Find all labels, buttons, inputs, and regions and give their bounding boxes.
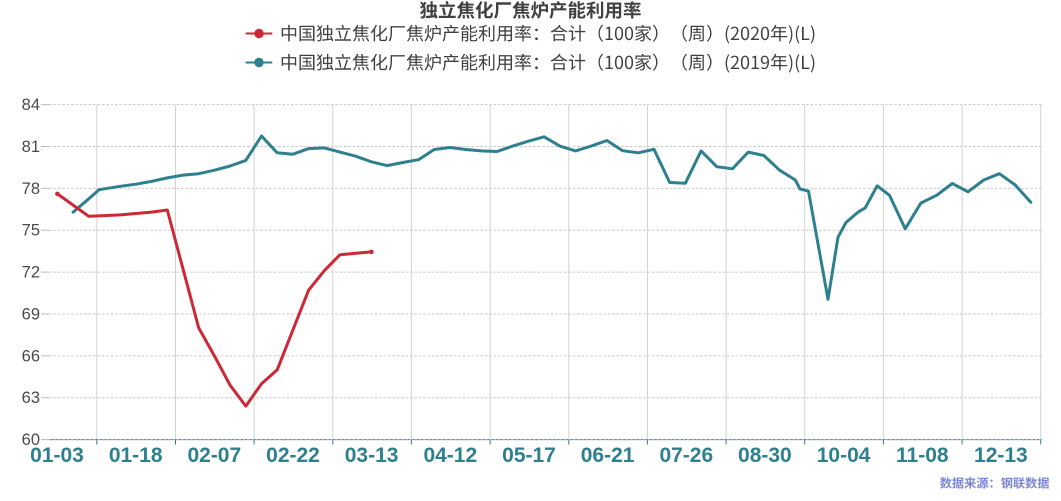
svg-text:03-13: 03-13 — [345, 444, 399, 467]
svg-text:63: 63 — [22, 389, 40, 407]
svg-text:07-26: 07-26 — [659, 444, 713, 467]
svg-text:60: 60 — [22, 431, 40, 449]
svg-text:06-21: 06-21 — [581, 444, 635, 467]
svg-text:78: 78 — [22, 180, 40, 198]
svg-text:75: 75 — [22, 222, 40, 240]
svg-text:04-12: 04-12 — [423, 444, 477, 467]
svg-text:05-17: 05-17 — [502, 444, 556, 467]
svg-text:66: 66 — [22, 347, 40, 365]
svg-text:12-13: 12-13 — [974, 444, 1028, 467]
svg-text:11-08: 11-08 — [896, 444, 949, 467]
svg-text:84: 84 — [22, 96, 40, 114]
svg-text:10-04: 10-04 — [817, 444, 871, 467]
svg-text:01-18: 01-18 — [109, 444, 163, 467]
svg-text:81: 81 — [22, 138, 40, 156]
svg-text:72: 72 — [22, 264, 40, 282]
svg-text:69: 69 — [22, 306, 40, 324]
svg-text:08-30: 08-30 — [738, 444, 792, 467]
svg-text:02-07: 02-07 — [187, 444, 241, 467]
svg-text:01-03: 01-03 — [30, 444, 84, 467]
svg-text:02-22: 02-22 — [266, 444, 320, 467]
